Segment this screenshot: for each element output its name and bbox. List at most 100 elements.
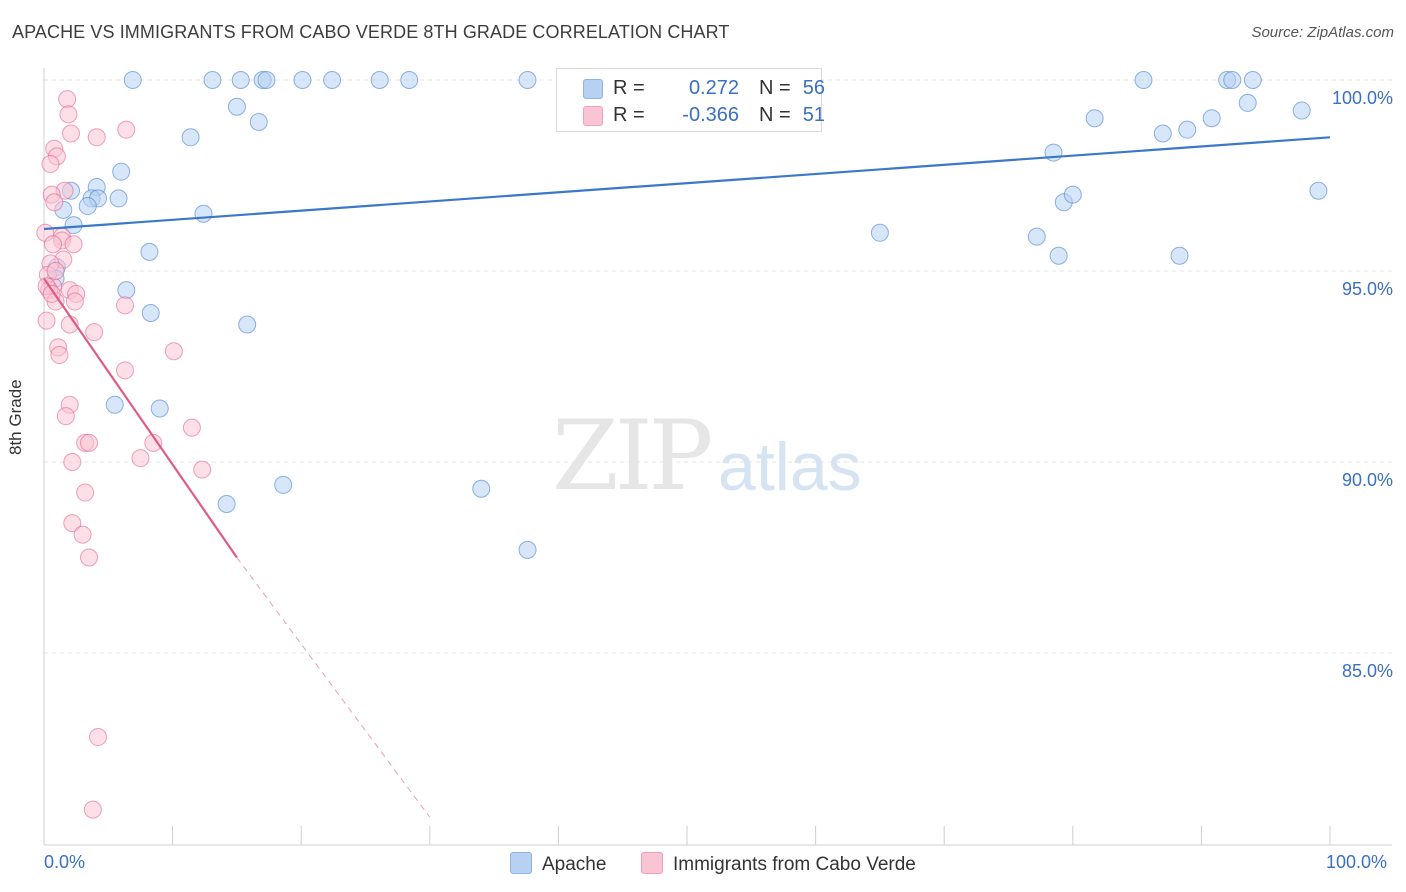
apache-point [1309,181,1328,200]
cabo-verde-legend-label: Immigrants from Cabo Verde [673,854,916,875]
apache-point [203,71,222,89]
cabo-verde-point [73,525,92,544]
cabo-verde-point [59,105,78,124]
y-tick-label: 90.0% [1342,470,1393,490]
cabo-verde-point [42,284,61,303]
cabo-verde-point [116,361,135,380]
cabo-verde-swatch [583,106,603,126]
y-tick-label: 95.0% [1342,279,1393,299]
apache-point [257,71,276,89]
cabo-verde-point [87,128,106,147]
apache-point [1170,246,1189,265]
apache-point [238,315,257,334]
r-value: 0.272 [688,77,739,99]
apache-point [141,304,160,323]
correlation-legend: R = 0.272 N = 56 R = -0.366 N = 51 [556,68,825,132]
n-label: N = [759,104,791,126]
apache-point [370,71,389,89]
cabo-verde-point [64,235,83,254]
cabo-verde-point [50,346,69,365]
apache-point [78,197,97,216]
n-value: 51 [802,104,825,126]
apache-point [1134,71,1153,89]
apache-point [112,162,131,181]
cabo-verde-point [80,548,99,567]
x-tick-label-0: 0.0% [44,852,86,872]
cabo-verde-legend-swatch [641,852,663,874]
cabo-verde-point [65,292,84,311]
cabo-verde-point [85,323,104,342]
cabo-verde-point [62,124,81,143]
apache-point [181,128,200,147]
apache-point [150,399,169,418]
cabo-verde-trend-line [43,278,238,559]
cabo-verde-point [63,453,82,471]
apache-point [249,113,268,132]
cabo-verde-point [37,311,56,330]
apache-point [1153,124,1172,143]
cabo-verde-point [58,90,77,109]
apache-point [1085,109,1104,128]
apache-trend-line [43,136,1331,231]
apache-point [274,475,293,494]
r-label: R = [613,77,645,99]
y-tick-label: 85.0% [1342,661,1393,681]
cabo-verde-point [46,262,65,280]
cabo-verde-point [76,483,95,502]
apache-point [323,71,342,89]
watermark-atlas: atlas [718,429,862,505]
apache-legend-swatch [510,852,532,874]
apache-point [105,395,124,414]
cabo-verde-point [182,418,201,437]
apache-point [472,479,491,498]
apache-point [117,281,136,300]
cabo-verde-point [41,155,60,174]
apache-point [1243,71,1262,89]
cabo-verde-point [144,433,163,452]
apache-point [870,223,889,242]
apache-point [1049,246,1068,265]
cabo-verde-point [83,800,102,819]
cabo-verde-point [117,120,136,139]
cabo-verde-point [80,433,99,452]
legend-item-apache: Apache [510,852,606,876]
apache-point [194,204,213,223]
chart-title: APACHE VS IMMIGRANTS FROM CABO VERDE 8TH… [12,22,730,42]
r-label: R = [613,104,645,126]
cabo-verde-trend-extension [236,557,431,818]
cabo-verde-point [45,193,64,212]
apache-point [293,71,312,89]
apache-point [518,71,537,89]
y-tick-label: 100.0% [1332,88,1393,108]
cabo-verde-point [116,296,135,315]
cabo-verde-point [193,460,212,479]
apache-point [227,97,246,116]
cabo-verde-point [164,342,183,361]
apache-legend-label: Apache [542,854,607,875]
legend-item-cabo-verde: Immigrants from Cabo Verde [641,852,916,876]
r-value: -0.366 [682,104,739,126]
cabo-verde-point [131,449,150,468]
cabo-verde-point [44,235,63,254]
apache-point [140,242,159,261]
apache-point [109,189,128,208]
apache-point [1238,93,1257,112]
n-value: 56 [802,77,825,99]
apache-point [123,71,142,89]
apache-point [400,71,419,89]
cabo-verde-point [56,407,75,426]
apache-point [1223,71,1242,89]
apache-point [1292,101,1311,120]
apache-point [231,71,250,89]
apache-swatch [583,79,603,99]
apache-point [64,216,83,235]
n-label: N = [759,77,791,99]
apache-point [217,495,236,514]
cabo-verde-point [63,514,82,533]
apache-point [1202,109,1221,128]
apache-point [518,540,537,559]
watermark-zip: ZIP [552,400,713,512]
y-axis-label: 8th Grade [6,379,25,455]
apache-point [1063,185,1082,204]
